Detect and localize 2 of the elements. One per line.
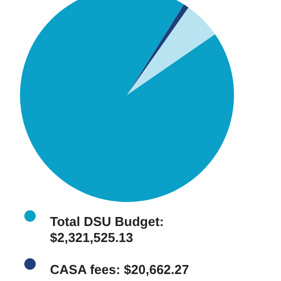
legend-label: Total DSU Budget: $2,321,525.13	[50, 214, 164, 245]
legend-label: CASA fees: $20,662.27	[50, 262, 189, 277]
